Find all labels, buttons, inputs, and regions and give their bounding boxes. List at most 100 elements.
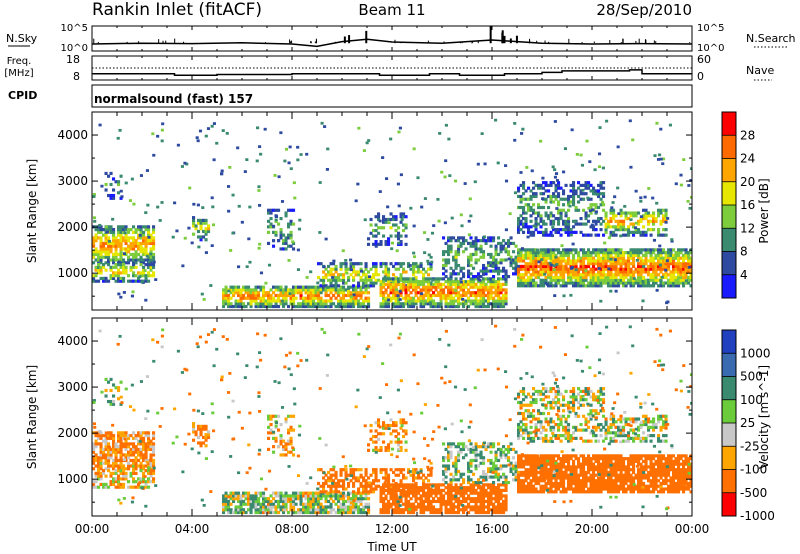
power-cell	[534, 264, 538, 269]
velocity-cell	[199, 444, 203, 448]
power-cell	[139, 228, 143, 232]
power-cell	[332, 293, 336, 298]
power-cell	[660, 275, 664, 279]
power-cell	[642, 262, 646, 266]
velocity-cell	[367, 502, 371, 506]
power-cell	[519, 281, 523, 285]
velocity-cell	[97, 442, 101, 446]
velocity-cell	[114, 461, 118, 465]
power-cell	[92, 261, 96, 265]
power-cell	[399, 293, 403, 298]
power-cell	[399, 277, 403, 281]
power-cell	[594, 219, 598, 223]
velocity-cell	[294, 497, 298, 501]
power-cell	[614, 284, 618, 288]
power-cell	[682, 264, 686, 269]
power-cell	[614, 256, 618, 260]
power-cell	[369, 278, 373, 282]
power-cell	[339, 267, 343, 271]
power-cell	[592, 284, 596, 288]
velocity-cell	[404, 508, 408, 512]
velocity-cell	[394, 486, 398, 490]
velocity-cell	[114, 464, 118, 468]
velocity-cell	[384, 505, 388, 509]
power-cell	[469, 241, 473, 246]
power-cell	[449, 304, 453, 309]
power-cell	[329, 304, 333, 309]
power-cell	[654, 216, 658, 221]
power-cell	[679, 267, 683, 271]
velocity-cell	[332, 473, 336, 477]
power-cell	[312, 288, 316, 292]
velocity-cell	[134, 450, 138, 454]
power-cell	[637, 262, 641, 266]
velocity-cell	[104, 456, 108, 460]
velocity-cell	[504, 486, 508, 490]
velocity-cell	[119, 471, 123, 475]
velocity-cell	[392, 502, 396, 506]
power-cell	[459, 280, 463, 284]
power-cell	[144, 252, 148, 257]
velocity-cell	[424, 476, 428, 480]
power-cell	[544, 200, 548, 204]
power-cell	[582, 275, 586, 280]
velocity-cell	[464, 505, 468, 509]
power-cell	[274, 218, 278, 222]
power-cell	[105, 230, 109, 234]
power-cell	[549, 248, 553, 252]
power-cell	[97, 268, 101, 272]
power-cell	[544, 259, 548, 263]
power-cell	[181, 264, 185, 268]
power-cell	[659, 127, 663, 131]
velocity-cell	[399, 470, 403, 475]
power-cell	[152, 225, 156, 229]
power-cell	[462, 299, 466, 303]
power-cell	[249, 304, 253, 309]
velocity-cell	[354, 494, 358, 498]
velocity-cell	[417, 502, 421, 506]
velocity-cell	[94, 464, 98, 468]
power-cell	[687, 256, 691, 260]
power-cell	[557, 264, 561, 269]
power-cell	[397, 291, 401, 295]
velocity-cell	[334, 510, 338, 515]
power-cell	[402, 270, 406, 274]
power-cell	[642, 216, 646, 221]
velocity-cell	[132, 445, 136, 449]
velocity-cell	[144, 456, 148, 460]
power-cell	[609, 216, 613, 221]
power-cell	[112, 274, 116, 278]
power-cell	[225, 131, 229, 135]
power-cell	[554, 189, 558, 193]
power-cell	[98, 123, 102, 127]
power-cell	[607, 284, 611, 288]
power-cell	[524, 273, 528, 277]
power-cell	[447, 277, 451, 281]
power-cell	[469, 252, 473, 257]
power-cell	[369, 231, 373, 235]
power-cell	[499, 285, 503, 289]
power-cell	[629, 248, 633, 252]
power-cell	[349, 299, 353, 303]
power-cell	[482, 269, 486, 273]
velocity-cell	[97, 471, 101, 475]
power-cell	[677, 256, 681, 260]
power-cell	[552, 284, 556, 288]
velocity-cell	[379, 488, 383, 492]
power-cell	[422, 288, 426, 292]
power-cell	[592, 273, 596, 277]
velocity-cell	[447, 488, 451, 492]
power-cell	[617, 278, 621, 282]
power-cell	[582, 262, 586, 266]
velocity-cell	[424, 483, 428, 487]
power-cell	[195, 136, 199, 140]
power-cell	[109, 230, 113, 234]
velocity-cell	[414, 468, 418, 472]
velocity-cell	[109, 474, 113, 478]
velocity-cell	[394, 497, 398, 501]
power-cell	[367, 299, 371, 303]
power-cell	[364, 278, 368, 282]
velocity-cell	[292, 502, 296, 506]
velocity-cell	[92, 456, 96, 460]
power-cell	[522, 256, 526, 260]
